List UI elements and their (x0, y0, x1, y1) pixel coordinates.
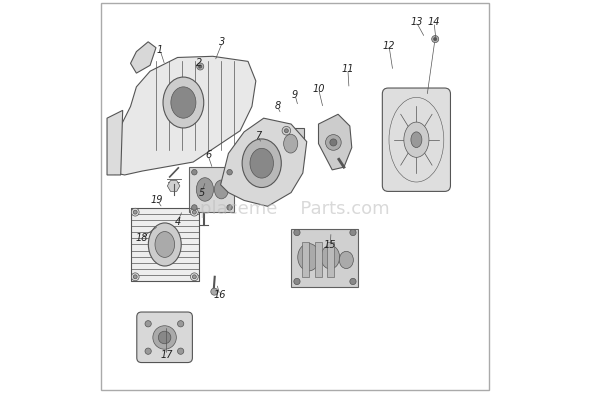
Text: 11: 11 (342, 64, 354, 74)
Ellipse shape (350, 230, 356, 236)
Ellipse shape (132, 208, 139, 216)
Ellipse shape (211, 288, 218, 295)
Ellipse shape (294, 278, 300, 285)
Ellipse shape (227, 205, 232, 210)
Ellipse shape (192, 169, 197, 175)
Ellipse shape (163, 77, 204, 128)
Bar (130, 208, 199, 281)
Text: 15: 15 (324, 241, 336, 250)
Ellipse shape (434, 37, 437, 40)
Text: 3: 3 (219, 37, 226, 47)
Ellipse shape (191, 208, 198, 216)
Polygon shape (221, 118, 307, 206)
Ellipse shape (339, 252, 353, 268)
Polygon shape (107, 110, 123, 175)
Bar (302, 242, 309, 277)
Ellipse shape (321, 246, 340, 269)
Bar (277, 128, 304, 159)
Bar (327, 242, 334, 277)
Ellipse shape (192, 210, 196, 214)
Polygon shape (168, 180, 180, 191)
Ellipse shape (284, 134, 298, 153)
Ellipse shape (411, 132, 422, 147)
Ellipse shape (350, 278, 356, 285)
Ellipse shape (326, 135, 341, 150)
Text: 8: 8 (274, 101, 280, 112)
Ellipse shape (196, 63, 204, 70)
Text: 9: 9 (292, 90, 298, 100)
Ellipse shape (250, 148, 273, 178)
Ellipse shape (153, 326, 176, 349)
FancyBboxPatch shape (382, 88, 451, 191)
Ellipse shape (158, 331, 171, 344)
Text: 12: 12 (383, 41, 395, 51)
Ellipse shape (171, 87, 196, 118)
Polygon shape (130, 42, 156, 73)
Text: 10: 10 (312, 84, 324, 94)
Ellipse shape (196, 178, 214, 201)
Ellipse shape (145, 348, 151, 354)
Ellipse shape (132, 273, 139, 281)
Ellipse shape (284, 129, 289, 133)
Text: 19: 19 (151, 195, 163, 206)
Ellipse shape (242, 139, 281, 187)
Ellipse shape (227, 169, 232, 175)
Text: placeme    Parts.com: placeme Parts.com (200, 200, 390, 218)
Bar (189, 167, 234, 212)
Ellipse shape (282, 127, 291, 135)
Ellipse shape (192, 275, 196, 279)
Ellipse shape (133, 275, 137, 279)
Ellipse shape (432, 35, 439, 42)
Text: 18: 18 (135, 233, 148, 242)
Bar (291, 229, 359, 286)
Text: 2: 2 (196, 58, 202, 68)
Text: 5: 5 (199, 187, 205, 198)
Polygon shape (319, 114, 352, 170)
Text: 6: 6 (205, 151, 211, 160)
Ellipse shape (298, 244, 320, 271)
Text: 16: 16 (214, 290, 226, 300)
Text: 14: 14 (428, 17, 440, 27)
Ellipse shape (192, 205, 197, 210)
Ellipse shape (404, 122, 429, 157)
Ellipse shape (155, 231, 175, 257)
Polygon shape (115, 56, 256, 175)
Text: 1: 1 (157, 45, 163, 55)
Ellipse shape (385, 91, 448, 189)
Text: 7: 7 (255, 131, 261, 141)
Ellipse shape (294, 230, 300, 236)
Ellipse shape (133, 210, 137, 214)
Ellipse shape (214, 180, 228, 199)
Ellipse shape (178, 321, 183, 327)
FancyBboxPatch shape (137, 312, 192, 363)
Ellipse shape (191, 273, 198, 281)
Ellipse shape (148, 223, 181, 266)
Ellipse shape (330, 139, 337, 146)
Bar (314, 242, 322, 277)
Ellipse shape (145, 321, 151, 327)
Text: 13: 13 (410, 17, 422, 27)
Ellipse shape (199, 65, 202, 68)
Text: 4: 4 (175, 217, 181, 227)
Ellipse shape (178, 348, 183, 354)
Text: 17: 17 (160, 350, 173, 360)
